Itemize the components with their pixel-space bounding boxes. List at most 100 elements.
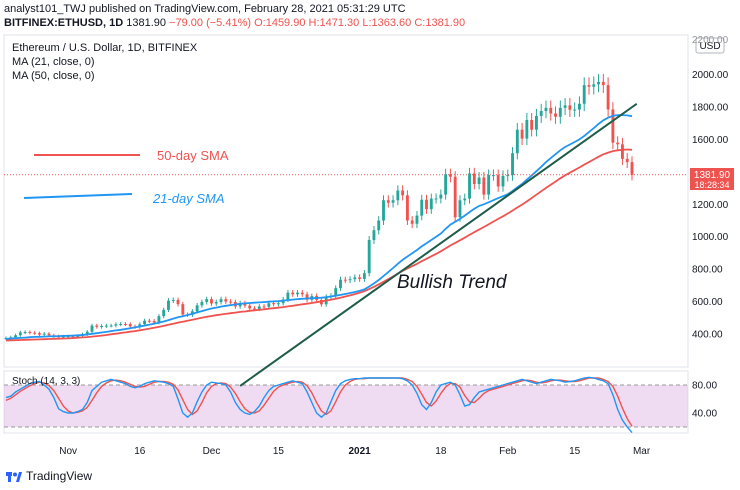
candle-body [439, 194, 443, 199]
price-change: −79.00 (−5.41%) [169, 17, 252, 29]
candle-body [554, 113, 557, 117]
candle-body [549, 107, 553, 114]
candle-body [296, 292, 299, 295]
currency-box[interactable] [695, 37, 725, 54]
time-tick-label: 18 [435, 446, 447, 457]
candle-body [425, 199, 428, 210]
candle-body [195, 305, 199, 312]
candle-body [525, 119, 529, 139]
price-tick-label: 2000.00 [692, 70, 729, 81]
time-axis[interactable]: Nov 16 Dec 15 2021 18 Feb 15 Mar [59, 446, 651, 457]
candle-body [143, 320, 147, 325]
candle-body [391, 200, 395, 203]
candle-body [305, 294, 309, 300]
candle-body [181, 304, 185, 315]
price-axis[interactable]: 2000.001800.001600.001400.001200.001000.… [692, 70, 729, 340]
candle-body [339, 279, 342, 289]
candle-body [353, 277, 357, 280]
candle-body [224, 299, 228, 302]
candle-body [176, 299, 180, 305]
candle-body [573, 109, 577, 111]
stoch-band [4, 385, 688, 427]
candle-body [243, 303, 247, 306]
candle-body [453, 176, 457, 218]
price-tick-label: 1600.00 [692, 135, 729, 146]
ma50-legend: MA (50, close, 0) [12, 70, 95, 82]
candle-body [558, 107, 562, 117]
ma21-line [5, 114, 633, 340]
ma50-line [5, 148, 633, 342]
candle-body [539, 111, 543, 116]
time-tick-label: Mar [633, 446, 651, 457]
candle-body [248, 305, 252, 309]
time-tick-label: Feb [499, 446, 517, 457]
ohlc-values: O:1459.90 H:1471.30 L:1363.60 C:1381.90 [254, 17, 466, 29]
candle-body [171, 299, 175, 301]
stoch-axis[interactable]: 80.00 40.00 [692, 381, 717, 420]
candle-body [200, 302, 204, 306]
tradingview-logo[interactable]: TradingView [6, 469, 92, 483]
candle-body [14, 335, 17, 338]
candle-body [472, 173, 476, 185]
candle-body [334, 288, 338, 296]
candle-body [544, 107, 548, 112]
tradingview-logo-icon [6, 471, 22, 482]
candle-body [267, 303, 271, 307]
candle-body [563, 105, 567, 108]
candle-body [128, 324, 132, 327]
candle-body [257, 306, 261, 309]
candle-body [343, 279, 347, 281]
candle-body [592, 84, 596, 87]
chart-title: Ethereum / U.S. Dollar, 1D, BITFINEX [12, 42, 198, 54]
candle-body [434, 198, 438, 200]
time-tick-label: Nov [59, 446, 77, 457]
candle-body [448, 174, 452, 177]
candle-body [214, 302, 218, 304]
candle-body [229, 301, 233, 303]
candle-body [396, 190, 400, 201]
candle-body [587, 85, 591, 87]
price-tick-label: 400.00 [692, 330, 723, 341]
candle-body [210, 299, 213, 304]
sma21-annotation: 21-day SMA [152, 191, 225, 206]
candle-body [348, 279, 352, 281]
candle-body [362, 273, 366, 279]
candle-body [272, 303, 276, 305]
ma21-legend: MA (21, close, 0) [12, 56, 95, 68]
candle-body [18, 332, 22, 336]
candle-body [109, 325, 113, 327]
candle-body [415, 215, 419, 224]
candle-body [530, 119, 534, 130]
candle-body [157, 316, 161, 323]
time-tick-label: 16 [134, 446, 146, 457]
last-price: 1381.90 [126, 17, 167, 29]
candle-body [300, 292, 304, 295]
time-tick-label: Dec [203, 446, 221, 457]
candle-body [582, 85, 586, 104]
candle-body [372, 230, 376, 240]
candle-body [119, 323, 123, 325]
candle-body [262, 306, 266, 308]
candle-body [597, 81, 600, 85]
candle-body [152, 321, 156, 323]
candle-body [219, 299, 223, 303]
time-tick-label: 15 [273, 446, 285, 457]
candle-body [534, 115, 538, 130]
currency-label: USD [699, 41, 720, 52]
stoch-title: Stoch (14, 3, 3) [12, 376, 80, 387]
candle-body [506, 175, 510, 177]
candle-body [238, 303, 242, 307]
price-tick-label: 1200.00 [692, 200, 729, 211]
main-pane [3, 34, 689, 368]
candle-body [621, 144, 624, 159]
price-tick-label: 1000.00 [692, 232, 729, 243]
stoch-tick-label: 80.00 [692, 381, 717, 392]
candle-body [382, 200, 385, 221]
candle-body [606, 85, 610, 110]
candle-body [386, 200, 390, 203]
candle-body [162, 309, 166, 317]
candle-body [410, 220, 414, 224]
candle-body [578, 103, 581, 110]
candle-body [124, 323, 127, 325]
